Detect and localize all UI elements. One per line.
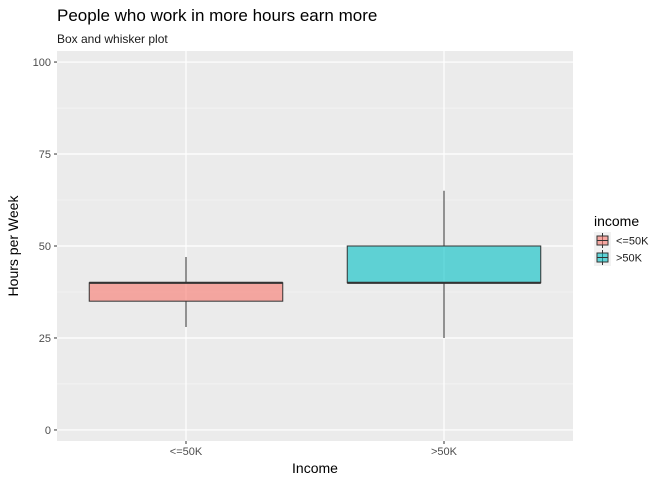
x-axis-title: Income <box>292 460 338 476</box>
legend: income <=50K >50K <box>594 213 649 266</box>
y-axis-title: Hours per Week <box>5 195 21 297</box>
box-1 <box>346 190 542 338</box>
chart-title: People who work in more hours earn more <box>57 6 377 25</box>
y-axis: 0 25 50 75 100 <box>33 57 57 437</box>
x-tick-label: >50K <box>431 446 458 458</box>
chart-subtitle: Box and whisker plot <box>57 32 168 46</box>
legend-item: >50K <box>594 249 643 266</box>
y-tick-label: 100 <box>33 57 51 69</box>
x-tick-label: <=50K <box>170 446 203 458</box>
y-tick-label: 50 <box>39 241 51 253</box>
y-tick-label: 25 <box>39 333 51 345</box>
y-tick-label: 0 <box>45 425 51 437</box>
y-tick-label: 75 <box>39 149 51 161</box>
legend-item: <=50K <box>594 232 649 249</box>
box-body <box>346 245 542 284</box>
boxes <box>88 190 542 338</box>
legend-label: <=50K <box>616 236 649 248</box>
box-0 <box>88 257 284 327</box>
legend-title: income <box>594 213 639 229</box>
legend-label: >50K <box>616 253 643 265</box>
x-axis: <=50K >50K <box>170 441 458 458</box>
box-body <box>88 282 284 302</box>
